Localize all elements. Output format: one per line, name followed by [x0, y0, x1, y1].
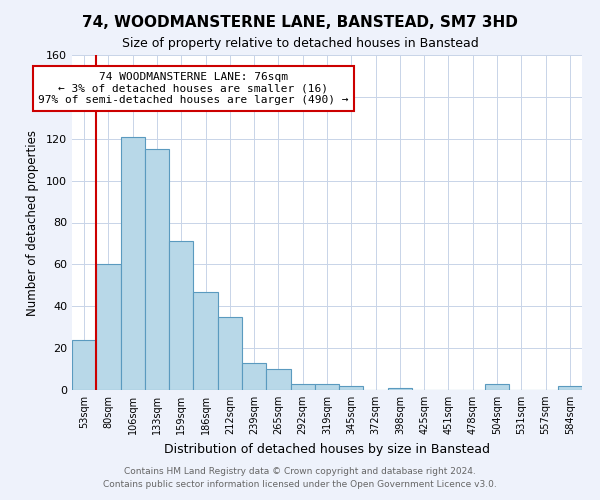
Bar: [315, 384, 339, 390]
Bar: [485, 384, 509, 390]
Text: Contains HM Land Registry data © Crown copyright and database right 2024.
Contai: Contains HM Land Registry data © Crown c…: [103, 467, 497, 489]
Text: 74, WOODMANSTERNE LANE, BANSTEAD, SM7 3HD: 74, WOODMANSTERNE LANE, BANSTEAD, SM7 3H…: [82, 15, 518, 30]
Bar: [558, 386, 582, 390]
Bar: [266, 369, 290, 390]
Y-axis label: Number of detached properties: Number of detached properties: [26, 130, 39, 316]
Bar: [169, 242, 193, 390]
Bar: [388, 388, 412, 390]
Bar: [290, 384, 315, 390]
Bar: [242, 363, 266, 390]
Bar: [339, 386, 364, 390]
Bar: [72, 340, 96, 390]
Bar: [193, 292, 218, 390]
Text: 74 WOODMANSTERNE LANE: 76sqm
← 3% of detached houses are smaller (16)
97% of sem: 74 WOODMANSTERNE LANE: 76sqm ← 3% of det…: [38, 72, 349, 105]
Bar: [218, 316, 242, 390]
X-axis label: Distribution of detached houses by size in Banstead: Distribution of detached houses by size …: [164, 442, 490, 456]
Bar: [96, 264, 121, 390]
Text: Size of property relative to detached houses in Banstead: Size of property relative to detached ho…: [122, 38, 478, 51]
Bar: [121, 136, 145, 390]
Bar: [145, 149, 169, 390]
